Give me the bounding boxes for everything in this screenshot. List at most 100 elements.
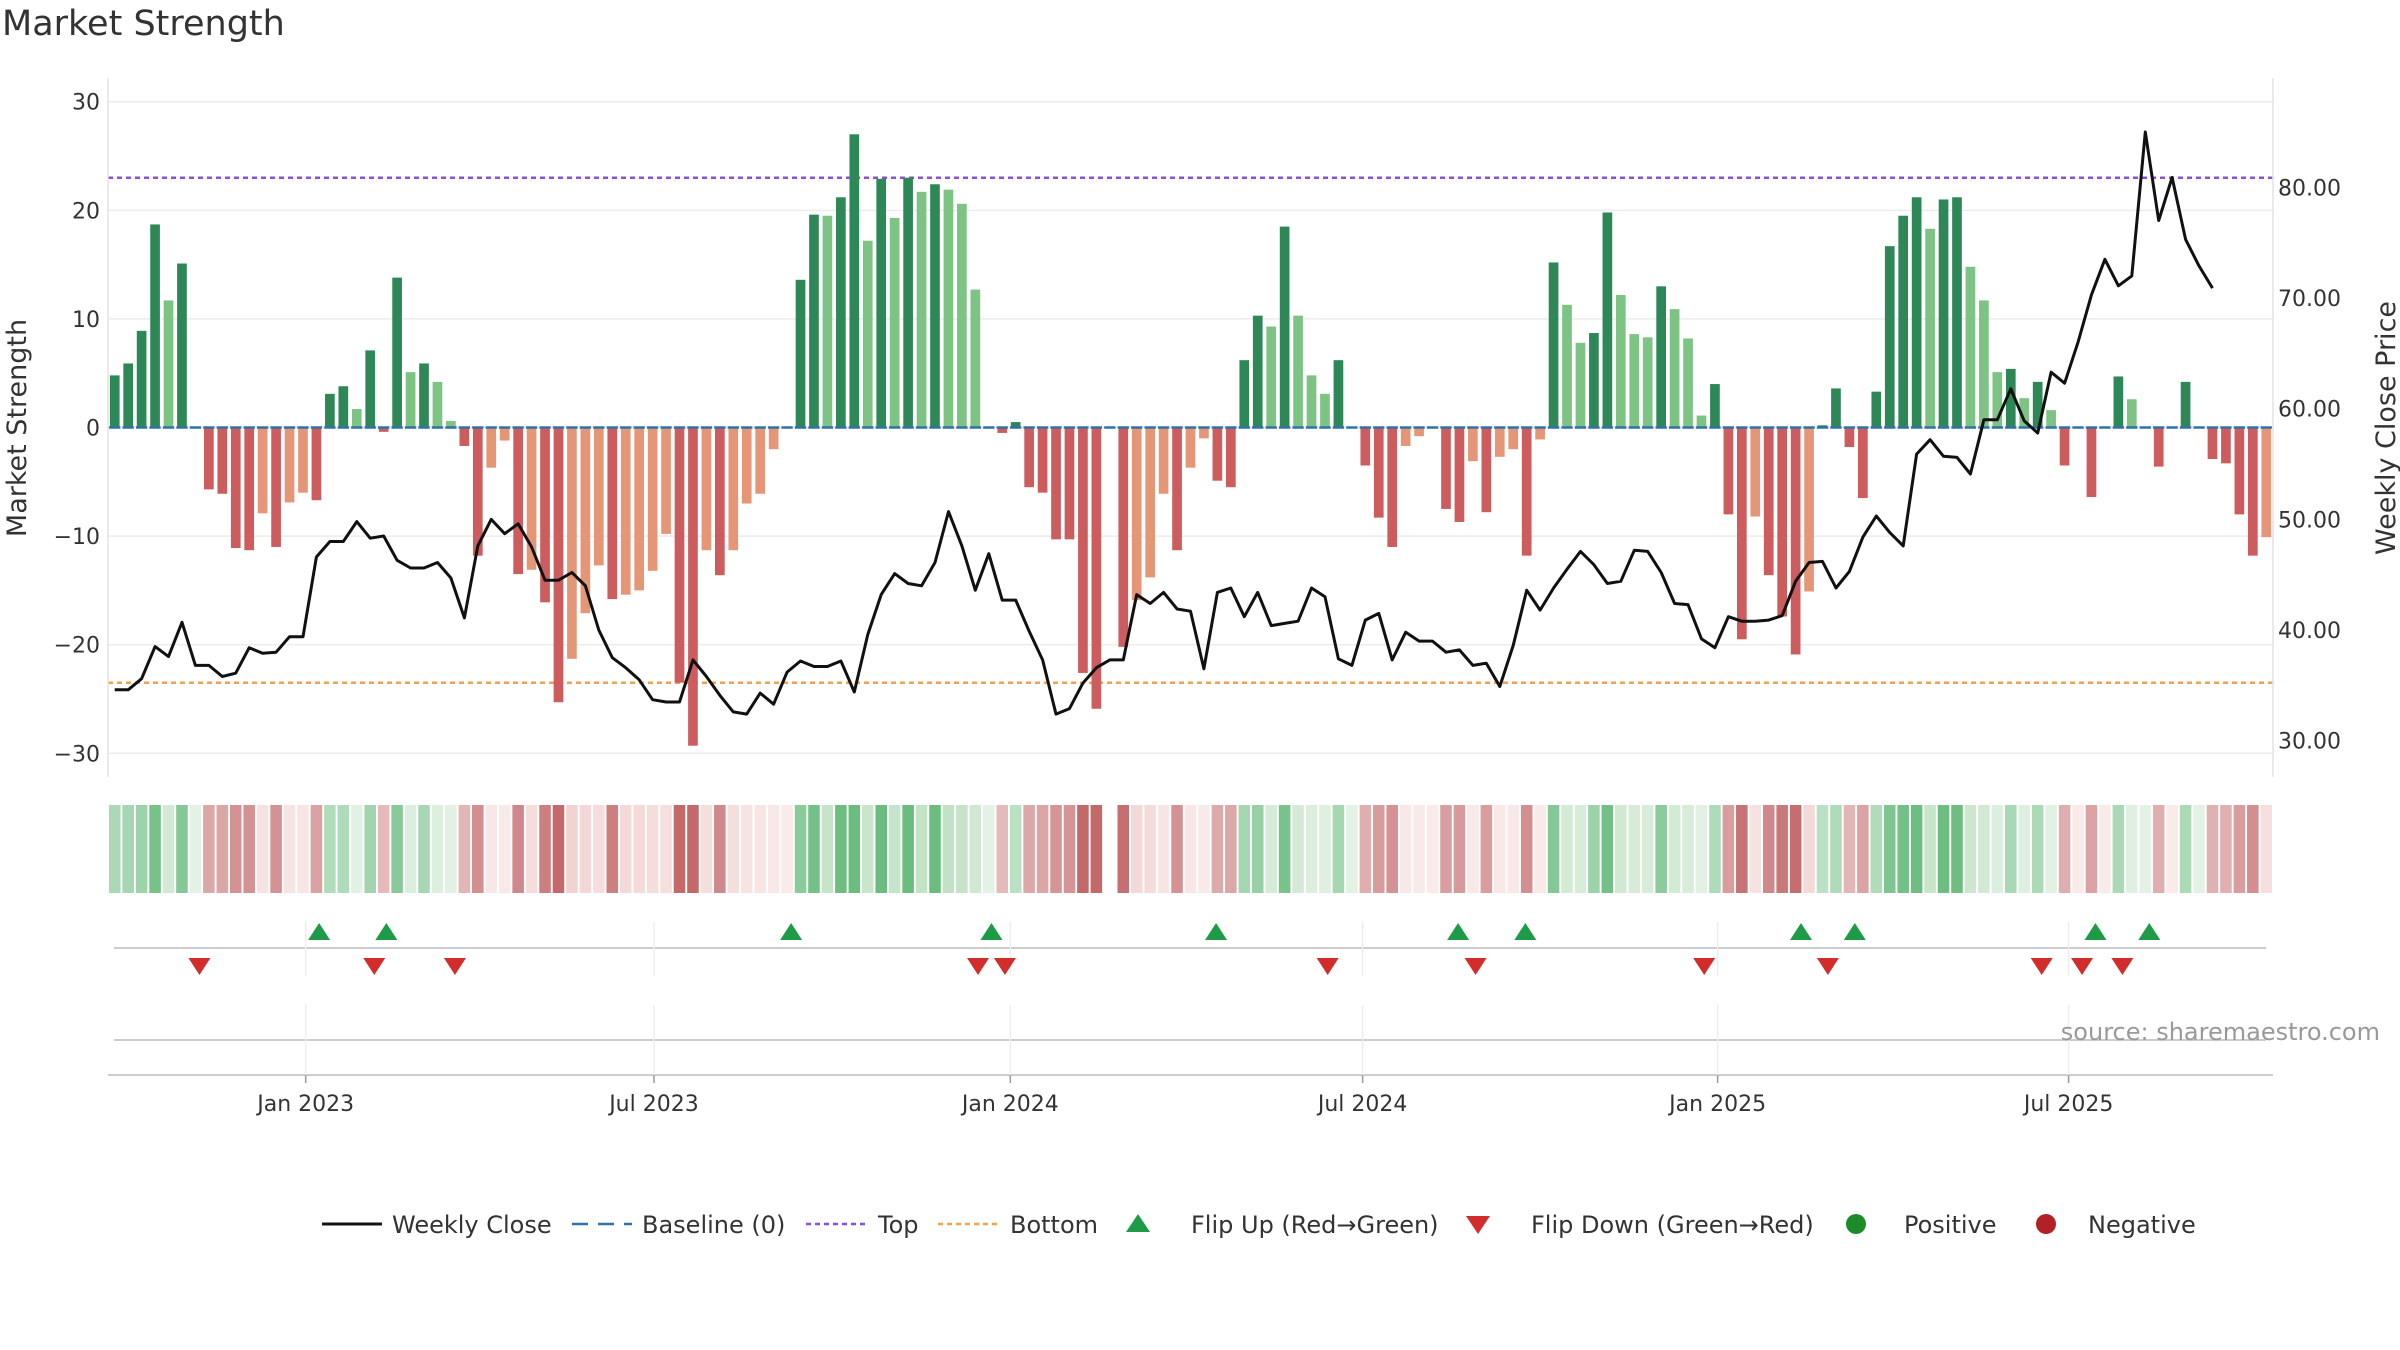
strip-cell	[135, 805, 148, 893]
strip-cell	[256, 805, 269, 893]
strip-cell	[176, 805, 188, 893]
strip-cell	[1117, 805, 1130, 893]
strength-bar	[580, 427, 591, 614]
legend-item-top: Top	[806, 1211, 919, 1239]
strip-cell	[364, 805, 377, 893]
strip-cell	[458, 805, 471, 893]
strength-bar	[1710, 384, 1720, 428]
strip-cell	[1319, 805, 1331, 893]
strip-cell	[633, 805, 645, 893]
left-tick-label: 20	[72, 199, 100, 224]
strip-cell	[2031, 805, 2044, 893]
strength-bar	[1858, 427, 1868, 499]
strip-cell	[1695, 805, 1708, 893]
strip-cell	[2139, 805, 2152, 893]
strength-bar	[1320, 393, 1330, 428]
flip-down-marker	[2111, 958, 2134, 975]
strip-cell	[1023, 805, 1035, 893]
strip-cell	[350, 805, 363, 893]
strength-bar	[1898, 215, 1909, 428]
strength-bar	[1226, 427, 1236, 488]
strip-cell	[1803, 805, 1815, 893]
flip-up-marker	[1205, 923, 1228, 940]
strength-bar	[1723, 427, 1734, 515]
strength-bar	[2153, 427, 2164, 467]
strip-cell	[1399, 805, 1412, 893]
strip-cell	[700, 805, 713, 893]
strip-cell	[2004, 805, 2017, 893]
strip-cell	[1198, 805, 1210, 893]
strength-bar	[876, 178, 887, 428]
strip-cell	[203, 805, 215, 893]
strength-bar	[2046, 410, 2056, 428]
strength-bar	[2032, 381, 2043, 428]
strip-cell	[1964, 805, 1977, 893]
strip-cell	[646, 805, 659, 893]
strip-cell	[888, 805, 901, 893]
strip-cell	[1265, 805, 1277, 893]
strip-cell	[2099, 805, 2111, 893]
strength-bar	[1562, 304, 1572, 428]
strength-bar	[1239, 360, 1250, 428]
strip-cell	[2045, 805, 2057, 893]
strength-bar	[1212, 427, 1223, 481]
legend-label: Flip Up (Red→Green)	[1191, 1211, 1439, 1239]
strength-bar	[1199, 427, 1209, 439]
strip-cell	[512, 805, 524, 893]
strength-bar	[741, 427, 752, 504]
strength-bar	[1602, 212, 1613, 428]
strip-cell	[1413, 805, 1425, 893]
strength-bar	[325, 393, 335, 428]
strip-cell	[1372, 805, 1385, 893]
strength-bar	[1669, 309, 1680, 428]
strip-cell	[472, 805, 484, 893]
strength-bar	[1992, 372, 2003, 428]
strength-bar	[795, 279, 806, 428]
strip-cell	[431, 805, 444, 893]
strength-bar	[755, 427, 766, 494]
strength-bar	[1508, 427, 1519, 450]
strip-cell	[1346, 805, 1358, 893]
date-tick-label: Jul 2025	[2022, 1092, 2114, 1117]
flip-down-marker	[1693, 958, 1716, 975]
right-tick-label: 80.00	[2278, 176, 2341, 201]
strip-cell	[566, 805, 578, 893]
legend-item-weekly-close: Weekly Close	[322, 1211, 552, 1239]
strength-bar	[1979, 300, 1989, 428]
left-tick-label: −20	[54, 634, 100, 659]
flip-markers	[114, 922, 2266, 976]
strip-cell	[821, 805, 834, 893]
strip-cell	[2018, 805, 2031, 893]
legend-item-bottom: Bottom	[938, 1211, 1098, 1239]
strip-cell	[404, 805, 417, 893]
strip-cell	[794, 805, 807, 893]
strip-cell	[498, 805, 511, 893]
strength-bar	[1078, 427, 1088, 673]
left-tick-label: 10	[72, 308, 100, 333]
legend-swatch-flip-down	[1466, 1216, 1490, 1234]
strength-bar	[661, 427, 671, 534]
strip-cell	[848, 805, 861, 893]
strength-bar	[957, 203, 967, 428]
strip-cell	[660, 805, 672, 893]
strip-cell	[1332, 805, 1345, 893]
strip-cell	[929, 805, 941, 893]
strength-bar	[177, 263, 187, 428]
strip-cell	[1426, 805, 1439, 893]
strength-bar	[472, 427, 483, 556]
strength-bar	[1131, 427, 1142, 601]
strength-bar	[2180, 381, 2191, 428]
strength-bar	[446, 420, 456, 428]
strength-bar	[1172, 427, 1182, 551]
strength-bar	[1064, 427, 1075, 540]
strength-bar	[392, 277, 402, 428]
strength-bar	[257, 427, 268, 514]
source-credit: source: sharemaestro.com	[2061, 1018, 2380, 1046]
left-tick-label: 0	[86, 417, 100, 442]
strip-cell	[740, 805, 753, 893]
strip-cell	[2112, 805, 2125, 893]
strip-cell	[593, 805, 605, 893]
strength-bar	[513, 427, 523, 575]
strip-cell	[606, 805, 619, 893]
